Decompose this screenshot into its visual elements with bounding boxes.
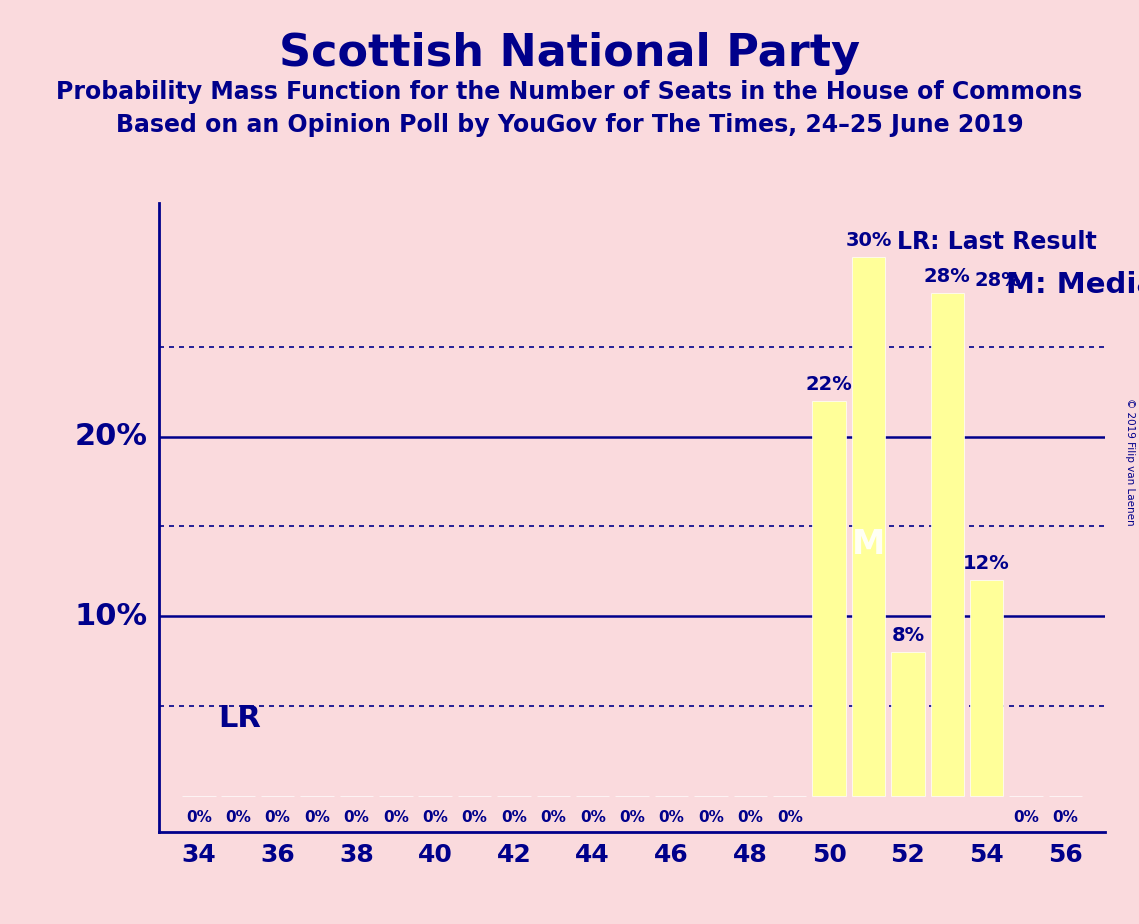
Text: 0%: 0% xyxy=(226,810,252,825)
Bar xyxy=(970,580,1003,796)
Text: 0%: 0% xyxy=(423,810,448,825)
Text: LR: LR xyxy=(219,704,262,733)
Bar xyxy=(852,257,885,796)
Bar xyxy=(931,293,964,796)
Text: 0%: 0% xyxy=(698,810,724,825)
Text: 8%: 8% xyxy=(892,626,925,645)
Bar xyxy=(891,652,925,796)
Text: 20%: 20% xyxy=(75,422,148,451)
Text: 0%: 0% xyxy=(1013,810,1039,825)
Text: 0%: 0% xyxy=(264,810,290,825)
Text: 12%: 12% xyxy=(964,554,1010,573)
Text: Based on an Opinion Poll by YouGov for The Times, 24–25 June 2019: Based on an Opinion Poll by YouGov for T… xyxy=(116,113,1023,137)
Text: 0%: 0% xyxy=(383,810,409,825)
Text: 0%: 0% xyxy=(658,810,685,825)
Text: Probability Mass Function for the Number of Seats in the House of Commons: Probability Mass Function for the Number… xyxy=(56,80,1083,104)
Text: 0%: 0% xyxy=(777,810,803,825)
Text: M: M xyxy=(852,528,885,561)
Text: 0%: 0% xyxy=(620,810,645,825)
Text: 0%: 0% xyxy=(737,810,763,825)
Text: 0%: 0% xyxy=(540,810,566,825)
Text: 0%: 0% xyxy=(501,810,527,825)
Text: 22%: 22% xyxy=(805,374,852,394)
Text: 28%: 28% xyxy=(975,272,1022,290)
Text: 28%: 28% xyxy=(924,267,970,286)
Text: 30%: 30% xyxy=(845,231,892,250)
Text: 0%: 0% xyxy=(580,810,606,825)
Bar xyxy=(812,401,846,796)
Text: © 2019 Filip van Laenen: © 2019 Filip van Laenen xyxy=(1125,398,1134,526)
Text: 0%: 0% xyxy=(461,810,487,825)
Text: Scottish National Party: Scottish National Party xyxy=(279,32,860,76)
Text: 10%: 10% xyxy=(74,602,148,631)
Text: 0%: 0% xyxy=(344,810,369,825)
Text: 0%: 0% xyxy=(1052,810,1079,825)
Text: 0%: 0% xyxy=(304,810,330,825)
Text: 0%: 0% xyxy=(186,810,212,825)
Text: LR: Last Result: LR: Last Result xyxy=(898,230,1097,254)
Text: M: Median: M: Median xyxy=(1007,272,1139,299)
